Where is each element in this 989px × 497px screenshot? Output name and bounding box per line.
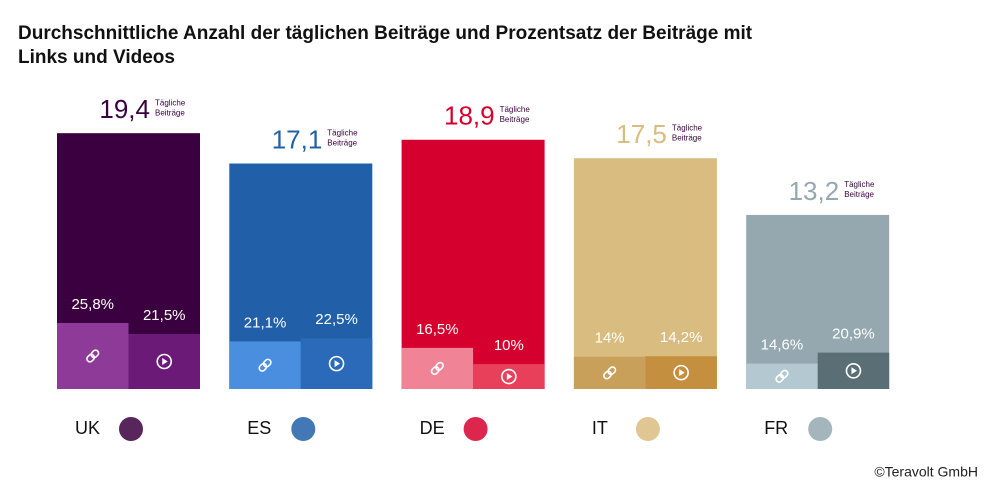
league-logo xyxy=(463,417,488,441)
play-icon xyxy=(334,360,341,368)
daily-label: Beiträge xyxy=(500,115,530,124)
footer: ©Teravolt GmbH xyxy=(874,464,978,480)
link-part xyxy=(86,353,96,363)
link-icon xyxy=(603,366,617,380)
links-bar xyxy=(229,341,301,389)
value-label: 19,4 xyxy=(99,94,150,124)
category-label: ES xyxy=(247,418,271,438)
category-label: UK xyxy=(75,418,100,438)
daily-label: Beiträge xyxy=(672,133,702,142)
value-label: 13,2 xyxy=(789,176,840,206)
daily-label: Beiträge xyxy=(327,139,357,148)
links-label: 16,5% xyxy=(416,321,459,338)
league-logo xyxy=(291,417,316,441)
link-part xyxy=(90,349,100,359)
category-label: FR xyxy=(764,418,788,438)
category-label: IT xyxy=(592,418,608,438)
links-bar xyxy=(746,363,818,389)
league-logo xyxy=(635,417,660,441)
daily-label: Beiträge xyxy=(155,108,185,117)
link-icon xyxy=(430,361,444,376)
bar xyxy=(573,158,717,389)
daily-label: Beiträge xyxy=(844,190,874,199)
value-label: 17,1 xyxy=(272,124,323,154)
chart-title: Durchschnittliche Anzahl der täglichen B… xyxy=(18,23,753,68)
videos-label: 10% xyxy=(494,337,524,354)
videos-label: 21,5% xyxy=(143,307,186,324)
league-logo xyxy=(808,417,833,441)
links-label: 21,1% xyxy=(244,314,287,331)
link-part xyxy=(258,362,268,372)
link-part xyxy=(430,366,440,376)
videos-label: 14,2% xyxy=(660,329,703,346)
value-label: 17,5 xyxy=(616,119,667,149)
daily-label: Tägliche xyxy=(500,105,531,114)
daily-label: Tägliche xyxy=(155,98,186,107)
play-icon xyxy=(328,355,345,372)
links-label: 14,6% xyxy=(761,337,804,354)
links-bar xyxy=(401,347,474,389)
link-icon xyxy=(775,369,789,383)
link-part xyxy=(779,369,789,379)
link-part xyxy=(262,358,272,368)
links-bar xyxy=(573,356,646,389)
link-part xyxy=(607,366,617,376)
play-icon xyxy=(851,367,857,375)
links-label: 14% xyxy=(595,330,625,347)
play-icon xyxy=(506,373,513,381)
link-icon xyxy=(86,349,100,363)
play-icon xyxy=(679,369,685,377)
category-label: DE xyxy=(420,418,445,438)
bar xyxy=(401,139,545,389)
league-logo xyxy=(119,417,143,441)
daily-label: Tägliche xyxy=(327,129,358,138)
videos-label: 20,9% xyxy=(832,326,875,343)
daily-label: Tägliche xyxy=(844,180,875,189)
link-part xyxy=(775,373,785,383)
play-icon xyxy=(162,357,168,365)
link-icon xyxy=(258,358,272,372)
videos-label: 22,5% xyxy=(315,311,358,328)
daily-label: Tägliche xyxy=(672,123,703,132)
play-icon xyxy=(673,364,689,381)
link-part xyxy=(434,361,444,371)
links-label: 25,8% xyxy=(71,296,114,313)
play-icon xyxy=(501,368,517,385)
value-label: 18,9 xyxy=(444,101,495,131)
links-bar xyxy=(57,322,129,389)
play-icon xyxy=(845,363,862,379)
play-icon xyxy=(156,353,173,370)
